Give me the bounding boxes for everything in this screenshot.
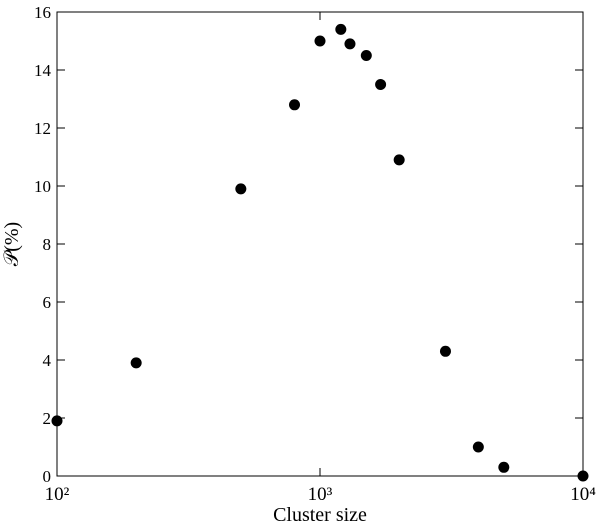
data-point [344,38,356,50]
data-point [472,441,484,453]
data-point [375,79,387,90]
data-point [335,23,347,35]
y-tick-label: 4 [43,351,52,370]
data-point [130,357,142,369]
y-axis-label: 𝒫(%) [1,222,23,266]
y-tick-label: 8 [43,235,52,254]
data-point [498,461,510,473]
y-tick-label: 10 [34,177,51,196]
data-point [289,99,301,111]
data-point [235,183,247,195]
data-point [439,345,451,357]
y-tick-label: 6 [43,293,52,312]
data-point [393,154,405,166]
y-tick-label: 2 [43,409,52,428]
x-tick-label: 10⁴ [570,484,596,505]
y-tick-label: 16 [34,3,51,22]
y-tick-label: 12 [34,119,51,138]
data-point [314,35,326,47]
y-tick-label: 14 [34,61,52,80]
x-tick-label: 10² [45,484,70,505]
plot-frame [56,11,584,477]
data-point [360,50,372,61]
data-point [51,415,63,427]
x-tick-label: 10³ [308,484,333,505]
data-point [577,470,589,482]
y-tick-label: 0 [43,467,52,486]
x-axis-label: Cluster size [273,504,367,526]
